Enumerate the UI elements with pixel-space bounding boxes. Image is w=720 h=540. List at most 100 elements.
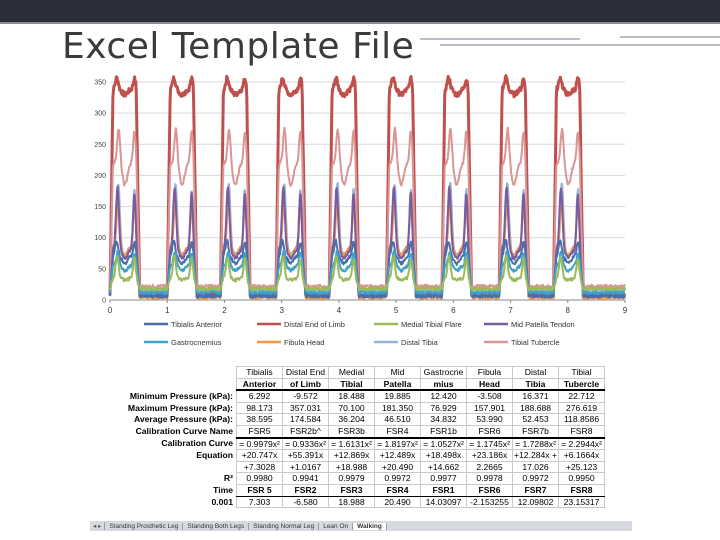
equation-cell: +20.490 — [374, 460, 421, 474]
sheet-tab[interactable]: Standing Both Legs — [183, 522, 250, 530]
legend-label: Distal Tibia — [401, 338, 439, 347]
column-header: Tibial — [558, 366, 606, 379]
sheet-nav-arrows[interactable]: ◂ ▸ — [90, 522, 106, 530]
legend-label: Fibula Head — [284, 338, 324, 347]
column-header: Tibia — [511, 377, 560, 392]
table-cell: 34.832 — [420, 413, 467, 426]
table-cell: 70.100 — [328, 401, 375, 415]
header-row: Anterior of Limb Tibial Patella mius Head Tibi… — [90, 377, 606, 392]
sensor-name: FSR6 — [466, 483, 513, 497]
data-cell: 0.001 — [211, 496, 233, 507]
equation-cell: +55.391x — [282, 449, 329, 462]
data-cell: 12.09802 — [511, 495, 560, 509]
sensor-name: FSR2 — [282, 483, 329, 497]
slide-top-accent — [0, 22, 720, 24]
y-tick-label: 0 — [102, 298, 106, 305]
table-row: Maximum Pressure (kPa): 98.173 357.031 70.1… — [90, 401, 606, 415]
column-header: Distal End — [282, 366, 329, 379]
table-row: Calibration Curve Name FSR5 FSR2b^ FSR3b FSR… — [90, 424, 606, 439]
sheet-tab[interactable]: Lean On — [319, 522, 354, 530]
y-tick-label: 50 — [98, 266, 106, 273]
equation-cell: = 1.1745x² — [466, 436, 513, 451]
equation-cell: = 0.9979x² — [236, 436, 283, 451]
page-title: Excel Template File — [62, 26, 415, 67]
equation-row: Equation +20.747x +55.391x +12.869x +12.489x… — [90, 449, 606, 462]
column-header: Fibula — [466, 366, 513, 379]
legend-label: Distal End of Limb — [284, 320, 345, 329]
equation-cell: +23.186x — [466, 449, 513, 462]
table-cell: 19.885 — [374, 389, 421, 403]
sensor-name: FSR7 — [511, 483, 560, 497]
table-cell: 38.595 — [236, 413, 283, 426]
sensor-name: FSR8 — [558, 483, 606, 497]
column-header: Mid — [374, 366, 421, 379]
data-cell: 14.03097 — [420, 495, 467, 509]
table-cell: 0.9950 — [558, 472, 606, 485]
equation-cell: +1.0167 — [282, 460, 329, 474]
table-cell: 46.510 — [374, 413, 421, 426]
column-header: of Limb — [282, 377, 329, 392]
row-label: Equation — [196, 450, 233, 461]
table-cell: 6.292 — [236, 389, 283, 403]
equation-cell: = 0.9336x² — [282, 436, 329, 451]
table-cell: FSR3b — [328, 424, 375, 439]
equation-cell: +14.662 — [420, 460, 467, 474]
data-cell: 18.988 — [328, 495, 375, 509]
sheet-tab[interactable]: Standing Prosthetic Leg — [105, 522, 184, 530]
table-cell: 18.488 — [328, 389, 375, 403]
table-cell: 174.584 — [282, 413, 329, 426]
table-cell: 16.371 — [511, 389, 560, 403]
table-cell: FSR7b — [511, 424, 560, 439]
table-cell: 53.990 — [466, 413, 513, 426]
row-label: Minimum Pressure (kPa): — [129, 390, 233, 401]
table-cell: 52.453 — [511, 413, 560, 426]
column-header: Tibial — [328, 377, 375, 392]
equation-cell: = 1.7288x² — [511, 436, 560, 451]
y-tick-label: 200 — [94, 173, 106, 180]
table-cell: FSR5 — [236, 424, 283, 439]
equation-cell: 2.2665 — [466, 460, 513, 474]
column-header: Tubercle — [558, 377, 606, 392]
data-cell: 20.490 — [374, 495, 421, 509]
legend-label: Gastrocnemius — [171, 338, 222, 347]
sensor-name: FSR 5 — [236, 483, 283, 497]
pressure-chart: 0 50 100 150 200 250 300 350 0 1 2 3 4 5 6 7 8 9 Tibialis… — [90, 74, 630, 356]
equation-cell: +7.3028 — [236, 460, 283, 474]
sheet-tab-bar: ◂ ▸ Standing Prosthetic Leg Standing Both … — [90, 521, 632, 531]
table-cell: 36.204 — [328, 413, 375, 426]
row-label: Maximum Pressure (kPa): — [127, 402, 233, 413]
equation-cell: +12.869x — [328, 449, 375, 462]
table-cell: 188.688 — [511, 401, 560, 415]
sensor-row: Time FSR 5 FSR2 FSR3 FSR4 FSR1 FSR6 FSR7 FSR8 — [90, 483, 606, 497]
x-tick-label: 1 — [165, 306, 170, 315]
stats-grid: Tibialis Distal End Medial Mid Gastrocne Fibu… — [90, 366, 606, 509]
equation-cell: = 1.6131x² — [328, 436, 375, 451]
sensor-name: FSR1 — [420, 483, 467, 497]
table-cell: 0.9941 — [282, 472, 329, 485]
sheet-tab[interactable]: Walking — [353, 522, 387, 530]
equation-cell: 17.026 — [511, 460, 560, 474]
header-row: Tibialis Distal End Medial Mid Gastrocne Fibu… — [90, 366, 606, 379]
title-decoration — [420, 34, 720, 54]
equation-row: Calibration Curve = 0.9979x² = 0.9336x² = 1… — [90, 436, 606, 451]
x-tick-label: 3 — [279, 306, 284, 315]
x-tick-label: 9 — [623, 306, 628, 315]
table-cell: 0.9972 — [374, 472, 421, 485]
sensor-name: FSR3 — [328, 483, 375, 497]
equation-row: +7.3028 +1.0167 +18.988 +20.490 +14.662 2.266… — [90, 460, 606, 474]
row-label: R² — [223, 473, 233, 484]
y-tick-label: 150 — [94, 204, 106, 211]
table-cell: 0.9979 — [328, 472, 375, 485]
column-header: Anterior — [236, 377, 283, 392]
table-cell: FSR1b — [420, 424, 467, 439]
x-tick-label: 2 — [222, 306, 227, 315]
sheet-tab[interactable]: Standing Normal Leg — [249, 522, 320, 530]
series-line-7 — [109, 126, 626, 289]
sensor-stats-table: Tibialis Distal End Medial Mid Gastrocne Fibu… — [90, 366, 632, 530]
equation-cell: +25.123 — [558, 460, 606, 474]
table-cell: 157.901 — [466, 401, 513, 415]
table-cell: FSR6 — [466, 424, 513, 439]
equation-cell: = 1.8197x² — [374, 436, 421, 451]
y-tick-label: 300 — [94, 111, 106, 118]
y-tick-label: 100 — [94, 235, 106, 242]
